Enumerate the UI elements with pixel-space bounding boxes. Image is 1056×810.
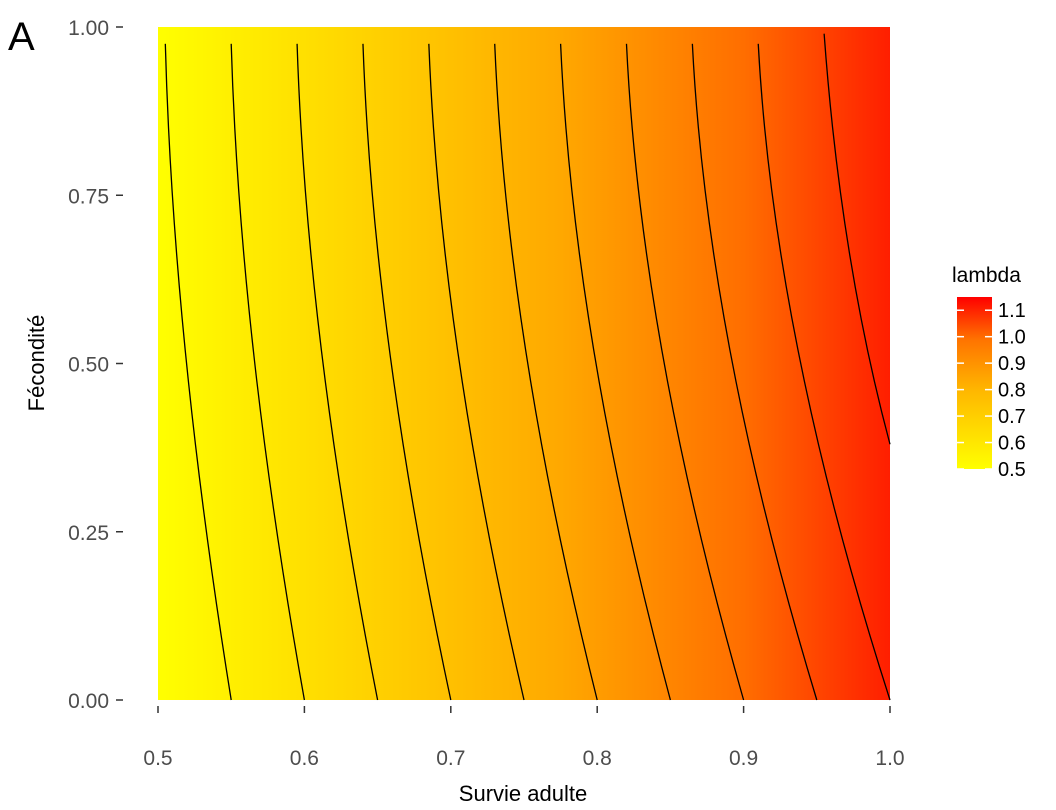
legend-label: 1.1 (998, 300, 1026, 322)
x-tick-label: 0.9 (729, 747, 758, 770)
legend-label: 0.8 (998, 380, 1026, 402)
y-axis: 0.00 0.25 0.50 0.75 1.00 (68, 17, 123, 713)
x-tick-label: 0.6 (290, 747, 319, 770)
contour-line (757, 43, 891, 701)
contour-line (494, 43, 598, 701)
heatmap-fill (158, 27, 890, 700)
contour-line (428, 43, 525, 701)
contour-lines (164, 33, 891, 701)
legend-title: lambda (952, 264, 1021, 287)
x-tick-label: 0.8 (583, 747, 612, 770)
y-tick-label: 0.00 (68, 690, 109, 713)
legend-colorbar (957, 297, 992, 469)
legend-label: 0.7 (998, 406, 1026, 428)
x-tick-label: 0.7 (436, 747, 465, 770)
legend-label: 1.0 (998, 327, 1026, 349)
plot-area (158, 27, 891, 701)
contour-line (164, 43, 232, 701)
legend-label: 0.9 (998, 353, 1026, 375)
y-tick-label: 1.00 (68, 17, 109, 40)
y-tick-label: 0.50 (68, 354, 109, 377)
panel-letter: A (8, 15, 35, 59)
legend-label: 0.5 (998, 459, 1026, 481)
contour-line (823, 33, 891, 445)
contour-line (691, 43, 818, 701)
legend-label: 0.6 (998, 433, 1026, 455)
y-tick-label: 0.75 (68, 185, 109, 208)
contour-line (296, 43, 379, 701)
x-tick-label: 0.5 (143, 747, 172, 770)
x-axis: 0.5 0.6 0.7 0.8 0.9 1.0 (143, 706, 905, 770)
legend-ticks: 1.1 1.0 0.9 0.8 0.7 0.6 0.5 (957, 300, 1026, 481)
contour-line (559, 43, 672, 701)
y-tick-label: 0.25 (68, 522, 109, 545)
x-axis-title: Survie adulte (459, 781, 587, 806)
x-tick-label: 1.0 (875, 747, 904, 770)
contour-line (230, 43, 306, 701)
contour-line (362, 43, 452, 701)
y-axis-title: Fécondité (24, 315, 49, 412)
contour-line (625, 43, 745, 701)
legend: lambda 1.1 1.0 0.9 0.8 0.7 0.6 0.5 (952, 264, 1026, 481)
